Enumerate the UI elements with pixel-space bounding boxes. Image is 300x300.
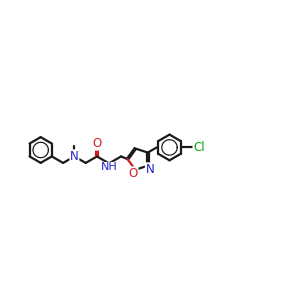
Text: N: N xyxy=(70,150,79,163)
Text: N: N xyxy=(146,163,154,176)
Text: O: O xyxy=(129,167,138,180)
Text: O: O xyxy=(92,137,102,150)
Text: NH: NH xyxy=(101,163,117,172)
Text: Cl: Cl xyxy=(193,141,205,154)
